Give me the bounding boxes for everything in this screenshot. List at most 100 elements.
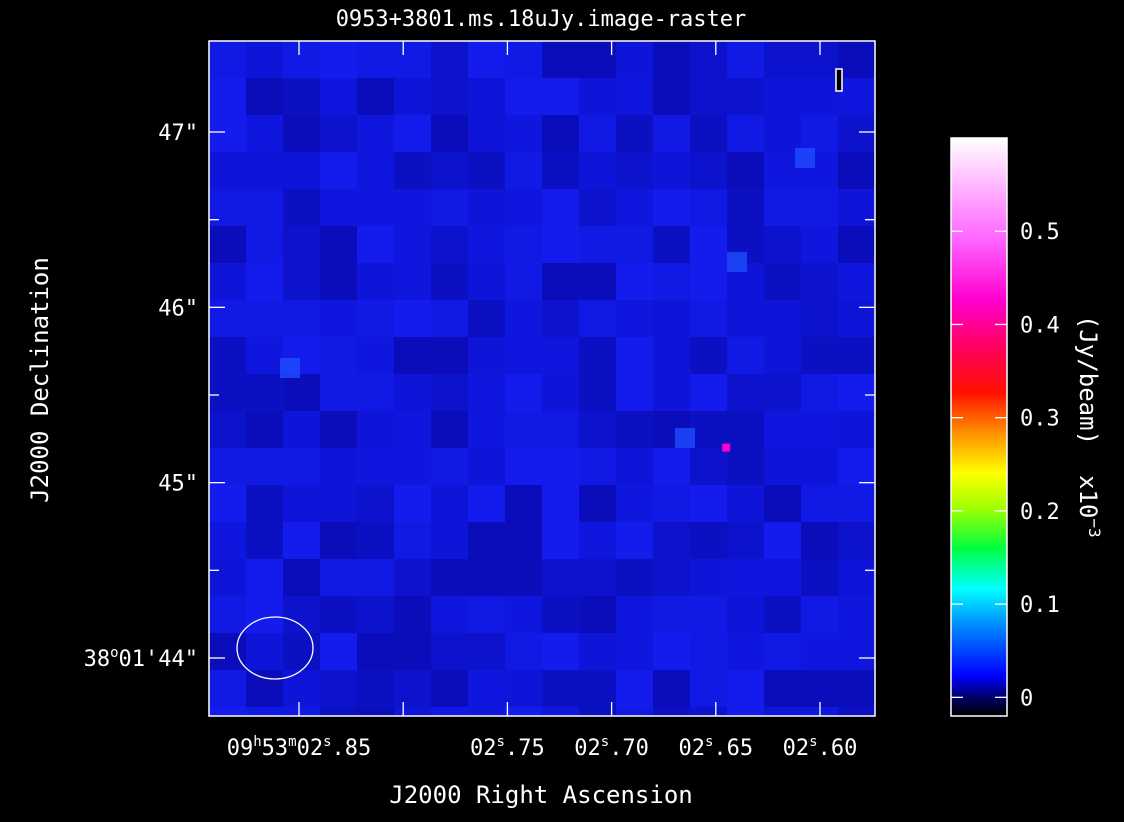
colorbar-tick-label: 0 bbox=[1020, 686, 1033, 711]
noise-cell bbox=[653, 448, 690, 485]
noise-cell bbox=[727, 300, 764, 337]
noise-cell bbox=[394, 78, 431, 115]
noise-cell bbox=[690, 485, 727, 522]
noise-cell bbox=[246, 670, 283, 707]
colorbar bbox=[951, 138, 1007, 716]
noise-cell bbox=[431, 78, 468, 115]
noise-cell bbox=[727, 115, 764, 152]
noise-cell bbox=[394, 374, 431, 411]
noise-cell bbox=[801, 263, 838, 300]
noise-cell bbox=[357, 226, 394, 263]
noise-cell bbox=[690, 596, 727, 633]
noise-cell bbox=[579, 559, 616, 596]
noise-cell bbox=[727, 596, 764, 633]
noise-cell bbox=[283, 411, 320, 448]
noise-cell bbox=[431, 633, 468, 670]
noise-cell bbox=[690, 189, 727, 226]
noise-cell bbox=[764, 448, 801, 485]
noise-cell bbox=[579, 337, 616, 374]
noise-cell bbox=[505, 115, 542, 152]
noise-cell bbox=[283, 263, 320, 300]
noise-cell bbox=[320, 522, 357, 559]
noise-cell bbox=[246, 189, 283, 226]
noise-cell bbox=[579, 300, 616, 337]
noise-cell bbox=[838, 374, 875, 411]
noise-cell bbox=[801, 596, 838, 633]
noise-cell bbox=[394, 485, 431, 522]
noise-cell bbox=[764, 41, 801, 78]
noise-cell bbox=[690, 411, 727, 448]
noise-cell bbox=[764, 485, 801, 522]
noise-cell bbox=[542, 596, 579, 633]
noise-cell bbox=[283, 448, 320, 485]
noise-cell bbox=[801, 226, 838, 263]
noise-cell bbox=[838, 337, 875, 374]
noise-cell bbox=[468, 596, 505, 633]
noise-cell bbox=[468, 522, 505, 559]
noise-cell bbox=[616, 633, 653, 670]
noise-cell bbox=[690, 559, 727, 596]
noise-cell bbox=[727, 41, 764, 78]
noise-cell bbox=[209, 411, 246, 448]
noise-cell bbox=[579, 115, 616, 152]
x-tick-label: 02s.65 bbox=[678, 734, 753, 761]
noise-cell bbox=[653, 670, 690, 707]
noise-cell bbox=[653, 300, 690, 337]
noise-cell bbox=[468, 263, 505, 300]
noise-cell bbox=[690, 337, 727, 374]
noise-cell bbox=[838, 189, 875, 226]
noise-cell bbox=[283, 559, 320, 596]
noise-cell bbox=[505, 559, 542, 596]
noise-cell bbox=[616, 152, 653, 189]
y-tick-label: 45" bbox=[158, 472, 198, 497]
noise-cell bbox=[468, 115, 505, 152]
noise-cell bbox=[801, 522, 838, 559]
noise-cell bbox=[505, 41, 542, 78]
noise-cell bbox=[801, 374, 838, 411]
noise-cell bbox=[579, 374, 616, 411]
noise-cell bbox=[431, 152, 468, 189]
noise-cell bbox=[246, 633, 283, 670]
noise-cell bbox=[431, 263, 468, 300]
noise-cell bbox=[468, 670, 505, 707]
noise-cell bbox=[320, 559, 357, 596]
noise-cell bbox=[431, 522, 468, 559]
noise-cell bbox=[320, 41, 357, 78]
noise-cell bbox=[357, 78, 394, 115]
noise-cell bbox=[394, 226, 431, 263]
noise-cell bbox=[542, 374, 579, 411]
noise-cell bbox=[209, 670, 246, 707]
noise-cell bbox=[579, 152, 616, 189]
noise-cell bbox=[727, 559, 764, 596]
noise-cell bbox=[283, 633, 320, 670]
noise-cell bbox=[357, 300, 394, 337]
noise-cell bbox=[616, 448, 653, 485]
colorbar-tick-label: 0.2 bbox=[1020, 500, 1060, 525]
noise-cell bbox=[764, 596, 801, 633]
noise-cell bbox=[505, 300, 542, 337]
noise-cell bbox=[246, 448, 283, 485]
noise-cell bbox=[838, 78, 875, 115]
noise-cell bbox=[246, 411, 283, 448]
colorbar-tick-label: 0.4 bbox=[1020, 313, 1060, 338]
noise-cell bbox=[283, 485, 320, 522]
noise-cell bbox=[801, 337, 838, 374]
noise-cell bbox=[542, 78, 579, 115]
noise-cell bbox=[838, 226, 875, 263]
noise-cell bbox=[690, 670, 727, 707]
noise-cell bbox=[542, 633, 579, 670]
noise-cell bbox=[653, 226, 690, 263]
noise-cell bbox=[838, 263, 875, 300]
noise-cell bbox=[283, 596, 320, 633]
noise-cell bbox=[616, 596, 653, 633]
x-tick-label: 02s.70 bbox=[574, 734, 649, 761]
noise-cell bbox=[209, 633, 246, 670]
noise-cell bbox=[838, 152, 875, 189]
noise-cell bbox=[616, 115, 653, 152]
noise-cell bbox=[357, 374, 394, 411]
noise-cell bbox=[505, 337, 542, 374]
noise-cell bbox=[801, 670, 838, 707]
noise-cell bbox=[616, 670, 653, 707]
noise-cell bbox=[209, 300, 246, 337]
position-marker bbox=[836, 69, 842, 91]
